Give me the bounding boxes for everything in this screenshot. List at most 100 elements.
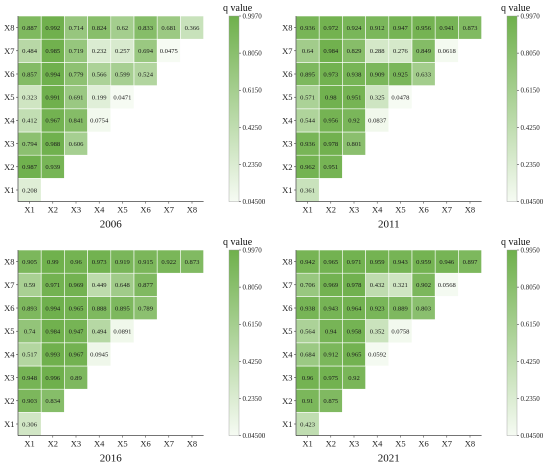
- cell-value-label: 0.92: [348, 375, 360, 382]
- cell-value-label: 0.714: [69, 25, 85, 32]
- cell-value-label: 0.208: [22, 187, 38, 194]
- heatmap-panel-2006: 0.208 0.987 0.939 0.794 0.988 0.606 0.412 0.967…: [4, 3, 266, 231]
- cell-value-label: 0.967: [69, 352, 85, 359]
- cell-value-label: 0.971: [347, 259, 362, 266]
- cell-value-label: 0.719: [69, 48, 85, 55]
- x-tick-label: X4: [94, 439, 105, 449]
- cell-value-label: 0.887: [22, 25, 38, 32]
- y-tick-label: X8: [282, 257, 292, 267]
- cell-value-label: 0.943: [323, 305, 339, 312]
- cell-value-label: 0.0568: [438, 282, 457, 289]
- x-tick-label: X7: [164, 439, 174, 449]
- colorbar-title: q value: [223, 3, 253, 14]
- cell-value-label: 0.958: [347, 329, 363, 336]
- cell-value-label: 0.895: [115, 305, 131, 312]
- x-tick-label: X3: [349, 439, 359, 449]
- y-tick-label: X5: [282, 326, 292, 336]
- cell-value-label: 0.965: [323, 259, 339, 266]
- cell-value-label: 0.98: [325, 95, 337, 102]
- cell-value-label: 0.494: [92, 329, 108, 336]
- cell-value-label: 0.951: [347, 95, 362, 102]
- cell-value-label: 0.936: [300, 141, 316, 148]
- x-tick-label: X7: [442, 205, 452, 215]
- x-tick-label: X4: [372, 205, 383, 215]
- cell-value-label: 0.922: [161, 259, 176, 266]
- cell-value-label: 0.978: [323, 141, 339, 148]
- cell-value-label: 0.938: [300, 305, 316, 312]
- x-tick-label: X2: [326, 439, 336, 449]
- y-tick-label: X2: [282, 162, 292, 172]
- colorbar: [228, 15, 240, 202]
- cell-value-label: 0.939: [45, 164, 61, 171]
- heatmap-panel-2016: 0.306 0.903 0.834 0.948 0.996 0.89 0.517 0.993 0…: [4, 237, 266, 465]
- cell-value-label: 0.909: [370, 71, 386, 78]
- colorbar-tick-label: 0.9970: [521, 13, 541, 21]
- cell-value-label: 0.988: [45, 141, 61, 148]
- cell-value-label: 0.92: [348, 118, 360, 125]
- cell-value-label: 0.877: [138, 282, 154, 289]
- colorbar-tick-label: 0.4250: [521, 124, 541, 132]
- y-tick-label: X4: [4, 115, 15, 125]
- x-tick-label: X8: [465, 439, 475, 449]
- x-tick-label: X4: [372, 439, 383, 449]
- y-tick-label: X1: [282, 185, 292, 195]
- cell-value-label: 0.0758: [391, 329, 410, 336]
- cell-value-label: 0.962: [300, 164, 315, 171]
- y-tick-label: X4: [4, 349, 15, 359]
- cell-value-label: 0.984: [323, 48, 339, 55]
- y-tick-label: X1: [282, 419, 292, 429]
- cell-value-label: 0.321: [393, 282, 408, 289]
- cell-value-label: 0.919: [115, 259, 131, 266]
- heatmap-panel-2011: 0.361 0.962 0.951 0.936 0.978 0.801 0.544 0.956…: [282, 3, 544, 231]
- cell-value-label: 0.74: [24, 329, 36, 336]
- colorbar-tick-label: 0.2350: [521, 161, 541, 169]
- cell-value-label: 0.524: [138, 71, 154, 78]
- colorbar-tick-label: 0.8050: [243, 284, 263, 292]
- heatmap-cell: [458, 15, 482, 40]
- panel-year-label: 2021: [378, 453, 400, 465]
- panel-year-label: 2006: [100, 219, 123, 231]
- cell-value-label: 0.306: [22, 421, 38, 428]
- cell-value-label: 0.352: [370, 329, 385, 336]
- colorbar-tick-label: 0.6150: [243, 321, 263, 329]
- cell-value-label: 0.648: [115, 282, 131, 289]
- cell-value-label: 0.412: [22, 118, 37, 125]
- cell-value-label: 0.924: [347, 25, 363, 32]
- cell-value-label: 0.971: [45, 282, 60, 289]
- colorbar-title: q value: [223, 237, 253, 248]
- cell-value-label: 0.964: [347, 305, 363, 312]
- cell-value-label: 0.875: [323, 398, 339, 405]
- cell-value-label: 0.0837: [368, 118, 387, 125]
- cell-value-label: 0.571: [300, 95, 315, 102]
- cell-value-label: 0.0471: [113, 95, 131, 102]
- cell-value-label: 0.987: [22, 164, 38, 171]
- cell-value-label: 0.897: [463, 259, 479, 266]
- cell-value-label: 0.893: [22, 305, 38, 312]
- cell-value-label: 0.841: [69, 118, 84, 125]
- y-tick-label: X6: [282, 303, 292, 313]
- x-tick-label: X2: [48, 205, 58, 215]
- colorbar-tick-label: 0.8050: [521, 284, 541, 292]
- y-tick-label: X5: [4, 326, 14, 336]
- heatmap-cell: [180, 249, 204, 274]
- panel-year-label: 2011: [378, 219, 400, 231]
- colorbar-tick-label: 0.4250: [243, 358, 263, 366]
- colorbar-tick-label: 0.4250: [521, 358, 541, 366]
- colorbar-tick-label: 0.2350: [521, 395, 541, 403]
- y-tick-label: X3: [4, 139, 14, 149]
- colorbar-tick-label: 0.2350: [243, 395, 263, 403]
- cell-value-label: 0.991: [45, 95, 60, 102]
- colorbar-tick-label: 0.9970: [243, 13, 263, 21]
- cell-value-label: 0.517: [22, 352, 38, 359]
- cell-value-label: 0.834: [45, 398, 61, 405]
- cell-value-label: 0.94: [325, 329, 337, 336]
- cell-value-label: 0.905: [22, 259, 38, 266]
- x-tick-label: X5: [117, 205, 127, 215]
- cell-value-label: 0.779: [69, 71, 85, 78]
- cell-value-label: 0.199: [92, 95, 108, 102]
- cell-value-label: 0.849: [416, 48, 432, 55]
- colorbar-tick-label: 0.8050: [521, 50, 541, 58]
- cell-value-label: 0.923: [370, 305, 386, 312]
- panel-year-label: 2016: [100, 453, 123, 465]
- cell-value-label: 0.947: [69, 329, 85, 336]
